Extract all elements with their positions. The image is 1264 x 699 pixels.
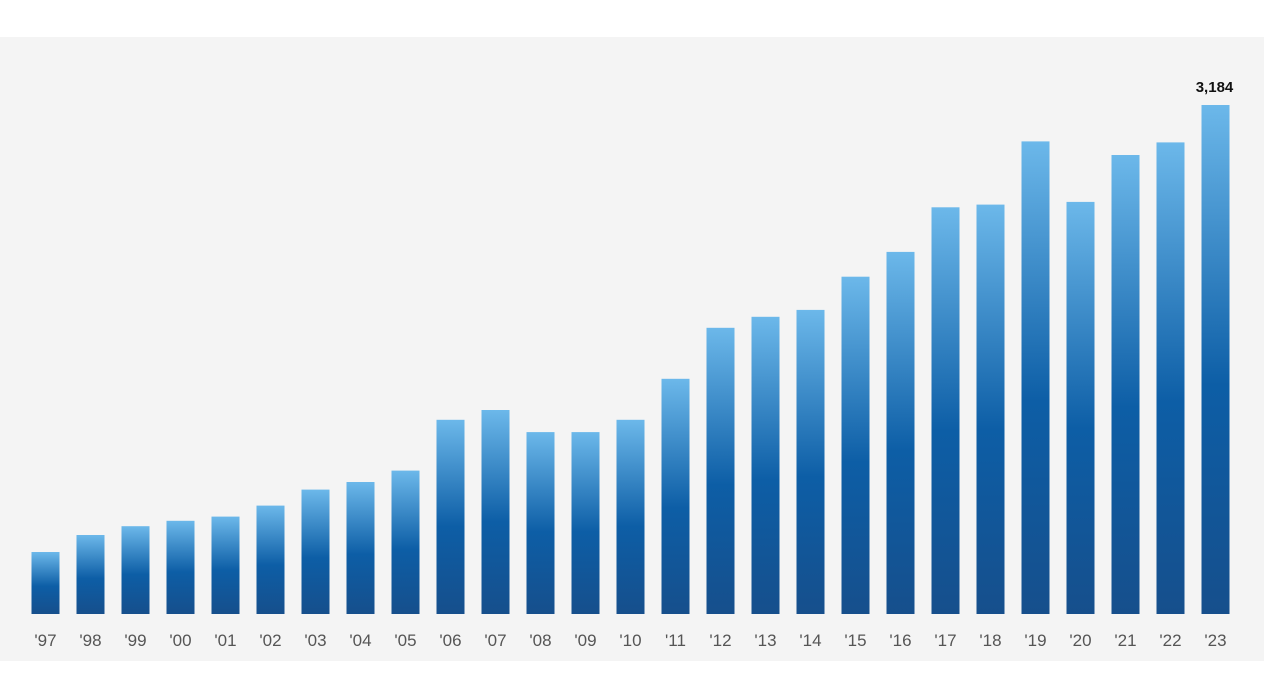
x-tick-label-23: '23 bbox=[1204, 631, 1226, 650]
x-tick-label-19: '19 bbox=[1024, 631, 1046, 650]
x-tick-label-05: '05 bbox=[394, 631, 416, 650]
x-tick-label-22: '22 bbox=[1159, 631, 1181, 650]
bar-23 bbox=[1201, 105, 1230, 614]
bar-13 bbox=[751, 316, 780, 614]
x-tick-label-18: '18 bbox=[979, 631, 1001, 650]
x-tick-label-21: '21 bbox=[1114, 631, 1136, 650]
bar-16 bbox=[886, 251, 915, 614]
bar-08 bbox=[526, 432, 555, 614]
x-tick-label-97: '97 bbox=[34, 631, 56, 650]
x-tick-label-17: '17 bbox=[934, 631, 956, 650]
x-tick-label-16: '16 bbox=[889, 631, 911, 650]
bar-11 bbox=[661, 378, 690, 614]
x-tick-label-13: '13 bbox=[754, 631, 776, 650]
bar-06 bbox=[436, 419, 465, 614]
bar-97 bbox=[31, 552, 60, 614]
bar-15 bbox=[841, 276, 870, 614]
x-tick-label-01: '01 bbox=[214, 631, 236, 650]
x-tick-label-00: '00 bbox=[169, 631, 191, 650]
data-labels: 3,184 bbox=[1196, 79, 1234, 96]
x-tick-label-99: '99 bbox=[124, 631, 146, 650]
x-tick-label-10: '10 bbox=[619, 631, 641, 650]
x-tick-label-06: '06 bbox=[439, 631, 461, 650]
bar-10 bbox=[616, 419, 645, 614]
x-tick-label-07: '07 bbox=[484, 631, 506, 650]
bar-01 bbox=[211, 516, 240, 614]
bar-19 bbox=[1021, 141, 1050, 614]
bar-17 bbox=[931, 207, 960, 615]
x-tick-label-04: '04 bbox=[349, 631, 371, 650]
x-tick-label-03: '03 bbox=[304, 631, 326, 650]
bar-09 bbox=[571, 432, 600, 614]
x-tick-label-09: '09 bbox=[574, 631, 596, 650]
x-tick-label-12: '12 bbox=[709, 631, 731, 650]
bar-03 bbox=[301, 489, 330, 614]
bar-02 bbox=[256, 505, 285, 614]
x-axis-tick-labels: '97 '98 '99 '00 '01 '02 '03 '04 '05 '06 '07 '08 '09 '… bbox=[34, 631, 1226, 650]
bar-00 bbox=[166, 520, 195, 614]
bar-18 bbox=[976, 204, 1005, 614]
bar-12 bbox=[706, 327, 735, 614]
bar-14 bbox=[796, 309, 825, 614]
bar-04 bbox=[346, 482, 375, 614]
x-tick-label-20: '20 bbox=[1069, 631, 1091, 650]
bar-20 bbox=[1066, 201, 1095, 614]
bar-22 bbox=[1156, 142, 1185, 614]
x-tick-label-08: '08 bbox=[529, 631, 551, 650]
bar-07 bbox=[481, 410, 510, 614]
bar-99 bbox=[121, 526, 150, 614]
bars-layer bbox=[31, 105, 1230, 615]
data-label-23: 3,184 bbox=[1196, 79, 1234, 96]
x-tick-label-02: '02 bbox=[259, 631, 281, 650]
x-tick-label-98: '98 bbox=[79, 631, 101, 650]
bar-98 bbox=[76, 535, 105, 614]
x-tick-label-15: '15 bbox=[844, 631, 866, 650]
bar-21 bbox=[1111, 155, 1140, 614]
x-tick-label-11: '11 bbox=[665, 631, 686, 650]
x-tick-label-14: '14 bbox=[799, 631, 821, 650]
bar-05 bbox=[391, 470, 420, 614]
